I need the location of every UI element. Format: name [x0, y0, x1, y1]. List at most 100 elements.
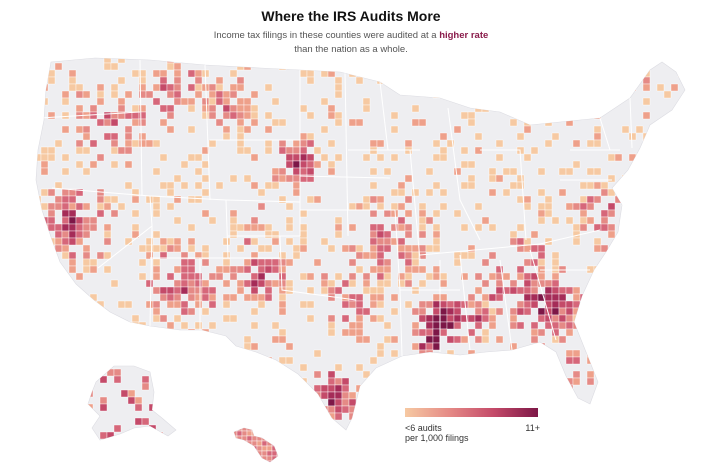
county-cell: [222, 363, 231, 372]
county-cell: [47, 202, 56, 211]
county-cell: [117, 76, 126, 85]
county-cell: [628, 83, 637, 92]
county-cell: [376, 251, 385, 260]
county-cell: [236, 104, 245, 113]
county-cell: [152, 258, 161, 267]
county-cell: [169, 438, 176, 440]
county-cell: [222, 279, 231, 288]
county-cell: [684, 202, 685, 211]
county-cell: [684, 237, 685, 246]
county-cell: [159, 314, 168, 323]
county-cell: [565, 167, 574, 176]
county-cell: [234, 440, 238, 447]
county-cell: [250, 90, 259, 99]
county-cell: [530, 279, 539, 288]
county-cell: [537, 328, 546, 337]
county-cell: [243, 104, 252, 113]
county-cell: [481, 328, 490, 337]
county-cell: [439, 293, 448, 302]
county-cell: [656, 83, 665, 92]
county-cell: [241, 460, 248, 462]
county-cell: [425, 188, 434, 197]
county-cell: [285, 419, 294, 428]
page-subtitle: Income tax filings in these counties wer…: [0, 29, 702, 57]
county-cell: [537, 104, 546, 113]
county-cell: [241, 445, 248, 452]
county-cell: [145, 251, 154, 260]
county-cell: [141, 382, 150, 391]
county-cell: [169, 396, 176, 405]
county-cell: [670, 265, 679, 274]
county-cell: [299, 146, 308, 155]
county-cell: [376, 293, 385, 302]
county-cell: [96, 195, 105, 204]
county-cell: [180, 279, 189, 288]
county-cell: [537, 342, 546, 351]
county-cell: [208, 139, 217, 148]
county-cell: [628, 349, 637, 358]
county-cell: [621, 202, 630, 211]
county-cell: [453, 314, 462, 323]
county-cell: [523, 237, 532, 246]
county-cell: [411, 244, 420, 253]
county-cell: [145, 279, 154, 288]
county-cell: [251, 460, 258, 462]
county-cell: [334, 405, 343, 414]
county-cell: [481, 307, 490, 316]
county-cell: [341, 244, 350, 253]
county-cell: [474, 300, 483, 309]
county-cell: [246, 435, 253, 442]
county-cell: [509, 167, 518, 176]
county-cell: [369, 181, 378, 190]
county-cell: [187, 279, 196, 288]
county-cell: [572, 286, 581, 295]
county-cell: [40, 153, 49, 162]
county-cell: [194, 83, 203, 92]
county-cell: [180, 307, 189, 316]
county-cell: [89, 370, 98, 379]
county-cell: [278, 300, 287, 309]
county-cell: [187, 237, 196, 246]
county-cell: [120, 389, 129, 398]
county-cell: [551, 307, 560, 316]
county-cell: [256, 455, 263, 462]
county-cell: [474, 90, 483, 99]
county-cell: [236, 430, 243, 437]
county-cell: [320, 286, 329, 295]
county-cell: [642, 328, 651, 337]
county-cell: [341, 279, 350, 288]
county-cell: [537, 398, 546, 407]
county-cell: [124, 125, 133, 134]
county-cell: [134, 431, 143, 440]
county-cell: [684, 76, 685, 85]
county-cell: [75, 90, 84, 99]
county-cell: [113, 424, 122, 433]
county-cell: [61, 328, 70, 337]
county-cell: [390, 307, 399, 316]
county-cell: [362, 307, 371, 316]
county-cell: [36, 342, 42, 351]
county-cell: [117, 356, 126, 365]
county-cell: [131, 69, 140, 78]
county-cell: [607, 209, 616, 218]
county-cell: [334, 111, 343, 120]
county-cell: [264, 181, 273, 190]
county-cell: [509, 391, 518, 400]
county-cell: [222, 300, 231, 309]
county-cell: [327, 321, 336, 330]
county-cell: [425, 328, 434, 337]
county-cell: [565, 349, 574, 358]
county-cell: [194, 342, 203, 351]
county-cell: [600, 209, 609, 218]
county-cell: [271, 181, 280, 190]
county-cell: [670, 118, 679, 127]
county-cell: [552, 434, 559, 441]
county-cell: [292, 174, 301, 183]
county-cell: [509, 118, 518, 127]
county-cell: [162, 368, 171, 377]
county-cell: [47, 69, 56, 78]
county-cell: [355, 76, 364, 85]
county-cell: [369, 244, 378, 253]
county-cell: [292, 160, 301, 169]
county-cell: [670, 111, 679, 120]
